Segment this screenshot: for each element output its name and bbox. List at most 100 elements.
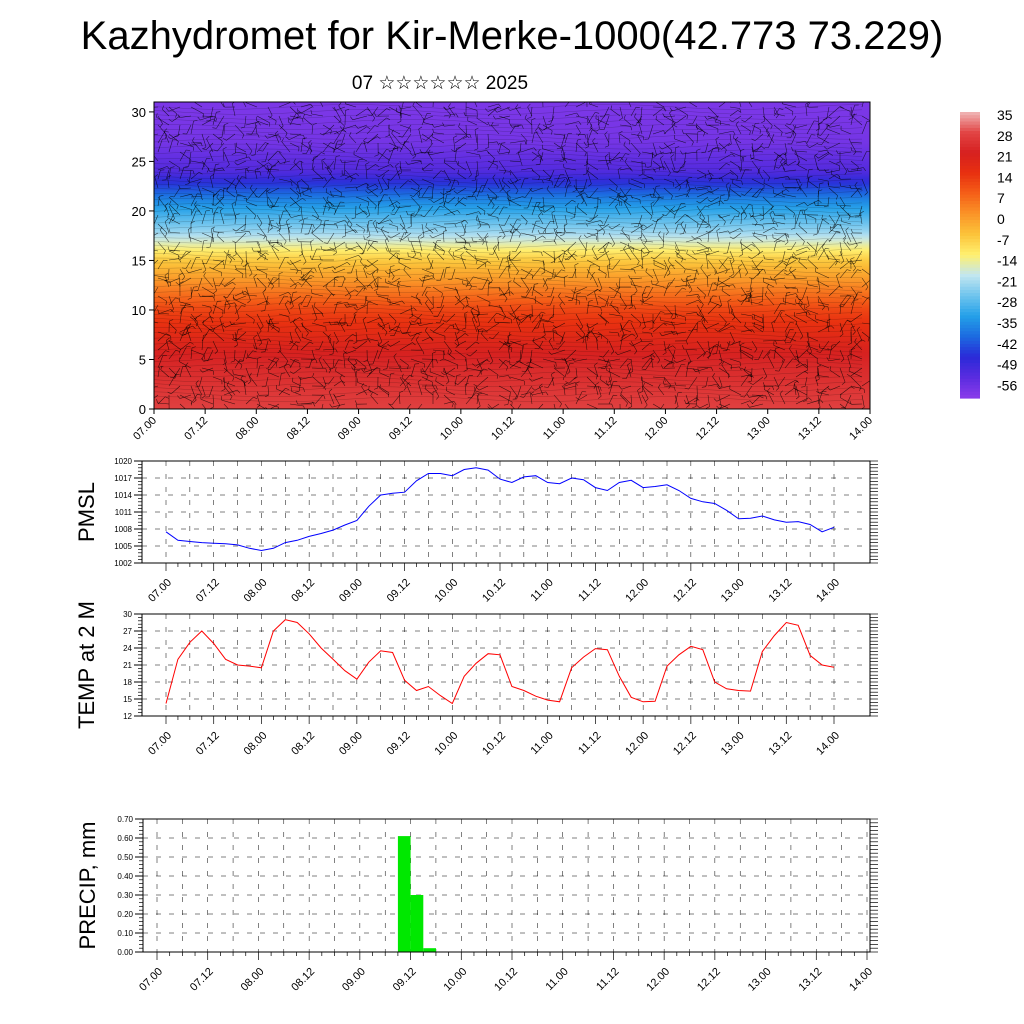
colorbar-swatch <box>960 340 980 345</box>
colorbar-swatch <box>960 185 980 189</box>
heatmap-ytick-label: 20 <box>132 204 146 219</box>
colorbar-swatch <box>960 334 980 339</box>
colorbar-label: -7 <box>997 232 1010 248</box>
colorbar-swatch <box>960 242 980 247</box>
heatmap-xtick-label: 13.12 <box>796 415 824 443</box>
xtick-label: 10.00 <box>441 966 469 994</box>
colorbar-swatch <box>960 302 980 307</box>
xtick-label: 09.00 <box>337 577 365 605</box>
ytick-label: 21 <box>123 661 132 670</box>
ytick-label: 0.10 <box>117 929 133 938</box>
temperature-colorbar: 35 28 21 14 7 0 -7 -14 -21 -28 -35 -42 -49 -56 <box>960 107 1017 399</box>
colorbar-swatch <box>960 343 980 348</box>
colorbar-swatch <box>960 372 980 377</box>
colorbar-swatch <box>960 353 980 358</box>
xtick-label: 07.00 <box>146 577 174 605</box>
xtick-label: 10.00 <box>432 577 460 605</box>
colorbar-swatch <box>960 312 980 316</box>
series-line <box>165 467 835 552</box>
xtick-label: 12.00 <box>623 577 651 605</box>
ytick-label: 1020 <box>114 457 132 466</box>
ytick-label: 0.50 <box>117 853 133 862</box>
colorbar-swatch <box>960 359 980 364</box>
xtick-label: 07.12 <box>194 730 222 758</box>
temp2m-panel: 12 15 18 21 24 27 30 07.00 07.12 08.00 08.12 09.00 0… <box>74 601 878 758</box>
heatmap-xtick-label: 09.12 <box>387 415 415 443</box>
colorbar-swatch <box>960 315 980 320</box>
colorbar-label: 28 <box>997 128 1013 144</box>
colorbar-swatch <box>960 369 980 374</box>
colorbar-swatch <box>960 213 980 218</box>
ytick-label: 0.30 <box>117 891 133 900</box>
xtick-label: 11.00 <box>528 730 555 757</box>
colorbar-swatch <box>960 210 980 215</box>
colorbar-swatch <box>960 391 980 396</box>
colorbar-label: -14 <box>997 253 1017 269</box>
heatmap-ytick-label: 10 <box>132 303 146 318</box>
xtick-label: 09.12 <box>385 577 413 605</box>
panel-frame <box>142 818 871 953</box>
ytick-label: 1008 <box>114 525 132 534</box>
colorbar-swatch <box>960 258 980 262</box>
xtick-label: 09.12 <box>391 966 419 994</box>
colorbar-swatch <box>960 220 980 224</box>
colorbar-swatch <box>960 146 980 151</box>
colorbar-swatch <box>960 162 980 167</box>
xtick-label: 08.00 <box>242 730 270 758</box>
colorbar-swatch <box>960 356 980 361</box>
colorbar-swatch <box>960 283 980 288</box>
colorbar-swatch <box>960 378 980 383</box>
colorbar-swatch <box>960 235 980 240</box>
colorbar-swatch <box>960 366 980 370</box>
xtick-label: 12.12 <box>695 966 723 994</box>
colorbar-swatch <box>960 153 980 158</box>
xtick-label: 13.12 <box>766 730 794 758</box>
ytick-label: 1017 <box>114 474 132 483</box>
colorbar-swatch <box>960 216 980 221</box>
pmsl-panel: 1002 1005 1008 1011 1014 1017 1020 07.00 07.12 08… <box>74 457 878 605</box>
colorbar-swatch <box>960 318 980 323</box>
colorbar-swatch <box>960 394 980 399</box>
colorbar-swatch <box>960 118 980 123</box>
colorbar-swatch <box>960 159 980 164</box>
colorbar-swatch <box>960 264 980 269</box>
heatmap-ytick-label: 5 <box>139 352 146 367</box>
xtick-label: 07.00 <box>146 730 174 758</box>
xtick-label: 09.00 <box>340 966 368 994</box>
xtick-label: 13.00 <box>719 577 747 605</box>
ytick-label: 0.60 <box>117 834 133 843</box>
heatmap-xtick-label: 10.12 <box>489 415 517 443</box>
ytick-label: 24 <box>123 644 132 653</box>
heatmap-ytick-label: 15 <box>132 253 146 268</box>
colorbar-swatch <box>960 296 980 301</box>
colorbar-swatch <box>960 140 980 145</box>
colorbar-swatch <box>960 191 980 196</box>
colorbar-swatch <box>960 131 980 135</box>
colorbar-swatch <box>960 251 980 256</box>
temperature-heatmap-panel: 0 5 10 15 20 25 30 07.00 07.12 08.00 08.12 09.00 09.… <box>131 101 875 443</box>
heatmap-xtick-label: 12.12 <box>694 415 722 443</box>
colorbar-swatch <box>960 143 980 148</box>
colorbar-swatch <box>960 299 980 304</box>
xtick-label: 11.12 <box>576 730 603 757</box>
colorbar-label: 14 <box>997 169 1013 185</box>
colorbar-swatch <box>960 115 980 119</box>
panel-ylabel: PRECIP, mm <box>75 822 100 950</box>
colorbar-swatch <box>960 229 980 234</box>
xtick-label: 12.00 <box>623 730 651 758</box>
precip-bar <box>410 895 424 952</box>
colorbar-swatch <box>960 286 980 291</box>
xtick-label: 12.12 <box>671 730 699 758</box>
ytick-label: 27 <box>123 627 132 636</box>
ytick-label: 1005 <box>114 542 132 551</box>
colorbar-swatch <box>960 385 980 390</box>
colorbar-label: -21 <box>997 273 1017 289</box>
colorbar-swatch <box>960 178 980 183</box>
xtick-label: 10.12 <box>492 966 520 994</box>
colorbar-swatch <box>960 350 980 355</box>
xtick-label: 09.00 <box>337 730 365 758</box>
xtick-label: 12.12 <box>671 577 699 605</box>
colorbar-swatch <box>960 375 980 380</box>
ytick-label: 1011 <box>115 508 133 517</box>
colorbar-swatch <box>960 134 980 139</box>
